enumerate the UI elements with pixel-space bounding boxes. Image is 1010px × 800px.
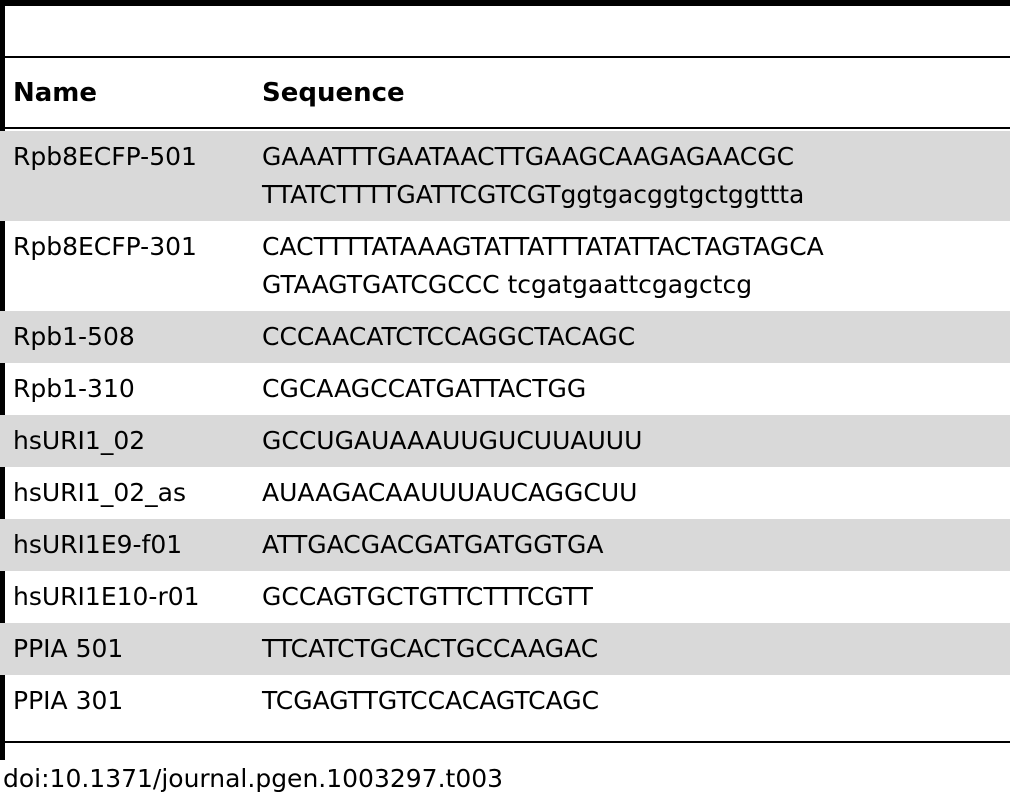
header-bottom-rule [0, 127, 1010, 129]
table-body: Rpb8ECFP-501 GAAATTTGAATAACTTGAAGCAAGAGA… [0, 131, 1010, 727]
primer-sequence: TCGAGTTGTCCACAGTCAGC [262, 686, 600, 715]
primer-name: Rpb1-508 [13, 322, 135, 351]
page-left-border [0, 0, 5, 760]
primer-sequence: AUAAGACAAUUUAUCAGGCUU [262, 478, 638, 507]
primer-sequence: CACTTTTATAAAGTATTATTTATATTACTAGTAGCA GTA… [262, 228, 824, 304]
table-top-rule [0, 0, 1010, 6]
primer-name: Rpb1-310 [13, 374, 135, 403]
primer-sequence: CGCAAGCCATGATTACTGG [262, 374, 587, 403]
doi-caption: doi:10.1371/journal.pgen.1003297.t003 [3, 764, 504, 793]
primer-name: Rpb8ECFP-301 [13, 232, 197, 261]
primer-name: Rpb8ECFP-501 [13, 142, 197, 171]
primer-sequence: GCCAGTGCTGTTCTTTCGTT [262, 582, 593, 611]
table-bottom-rule [0, 741, 1010, 743]
primer-name: hsURI1_02 [13, 426, 146, 455]
primer-name: PPIA 501 [13, 634, 124, 663]
table-row: hsURI1E9-f01 ATTGACGACGATGATGGTGA [0, 519, 1010, 571]
sequence-line: GAAATTTGAATAACTTGAAGCAAGAGAACGC [262, 142, 795, 171]
primer-name: PPIA 301 [13, 686, 124, 715]
header-name: Name [13, 78, 98, 108]
sequence-line: TTATCTTTTGATTCGTCGTggtgacggtgctggttta [262, 180, 805, 209]
table-row: hsURI1_02 GCCUGAUAAAUUGUCUUAUUU [0, 415, 1010, 467]
primer-sequence: TTCATCTGCACTGCCAAGAC [262, 634, 599, 663]
primer-sequence: GCCUGAUAAAUUGUCUUAUUU [262, 426, 643, 455]
primer-sequence: ATTGACGACGATGATGGTGA [262, 530, 604, 559]
primer-name: hsURI1E10-r01 [13, 582, 200, 611]
primer-name: hsURI1E9-f01 [13, 530, 183, 559]
header-top-rule [0, 56, 1010, 58]
header-sequence: Sequence [262, 78, 405, 108]
primer-name: hsURI1_02_as [13, 478, 186, 507]
primer-sequence: GAAATTTGAATAACTTGAAGCAAGAGAACGC TTATCTTT… [262, 138, 804, 214]
table-row: Rpb1-310 CGCAAGCCATGATTACTGG [0, 363, 1010, 415]
table-row: Rpb8ECFP-501 GAAATTTGAATAACTTGAAGCAAGAGA… [0, 131, 1010, 221]
table-row: Rpb1-508 CCCAACATCTCCAGGCTACAGC [0, 311, 1010, 363]
table-row: Rpb8ECFP-301 CACTTTTATAAAGTATTATTTATATTA… [0, 221, 1010, 311]
table-row: PPIA 501 TTCATCTGCACTGCCAAGAC [0, 623, 1010, 675]
table-row: hsURI1_02_as AUAAGACAAUUUAUCAGGCUU [0, 467, 1010, 519]
table-header-row: Name Sequence [0, 62, 1010, 126]
sequence-line: GTAAGTGATCGCCC tcgatgaattcgagctcg [262, 270, 753, 299]
primer-sequence: CCCAACATCTCCAGGCTACAGC [262, 322, 636, 351]
table-row: hsURI1E10-r01 GCCAGTGCTGTTCTTTCGTT [0, 571, 1010, 623]
table-row: PPIA 301 TCGAGTTGTCCACAGTCAGC [0, 675, 1010, 727]
sequence-line: CACTTTTATAAAGTATTATTTATATTACTAGTAGCA [262, 232, 824, 261]
